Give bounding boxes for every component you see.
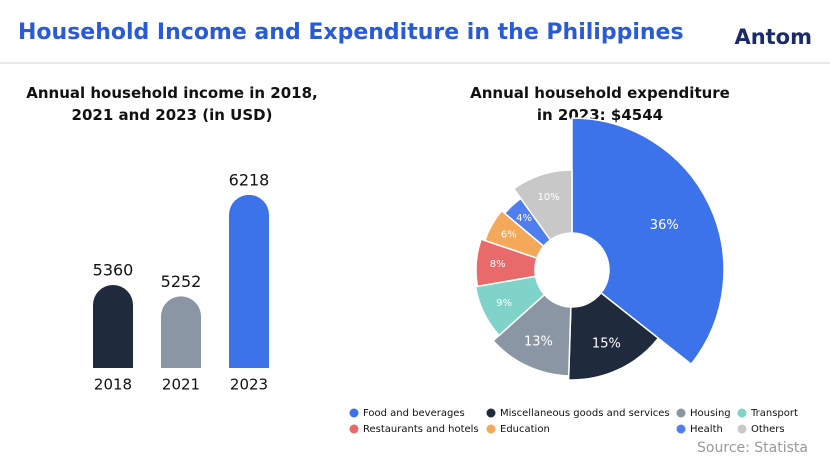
- pie-segment: [567, 291, 660, 381]
- legend-label: Others: [751, 424, 785, 435]
- legend-marker: [676, 408, 686, 418]
- legend-label: Housing: [690, 408, 731, 419]
- source: Source: Statista: [697, 440, 808, 456]
- x-tick-label: 2018: [94, 376, 132, 394]
- brand-logo: Antom: [734, 25, 812, 49]
- value-label: 15%: [592, 336, 621, 351]
- legend-label: Miscellaneous goods and services: [500, 408, 670, 419]
- legend-marker: [486, 408, 496, 418]
- pie-segment: [571, 117, 725, 366]
- chart-title: Annual household expenditure in 2023: $45…: [470, 84, 730, 124]
- legend-marker: [486, 424, 496, 434]
- value-label: 6218: [229, 170, 270, 189]
- value-label: 4%: [516, 213, 532, 224]
- legend-label: Food and beverages: [363, 408, 465, 419]
- legend-label: Restaurants and hotels: [363, 424, 479, 435]
- legend-marker: [676, 424, 686, 434]
- bar: [229, 194, 269, 368]
- value-label: 9%: [496, 298, 512, 309]
- value-label: 8%: [490, 259, 506, 270]
- value-label: 13%: [524, 335, 553, 350]
- bar: [93, 285, 133, 368]
- value-label: 5252: [161, 272, 202, 291]
- value-label: 5360: [93, 261, 134, 280]
- pie-segment: [512, 169, 573, 241]
- value-label: 10%: [537, 192, 559, 203]
- page-title: Household Income and Expenditure in the …: [18, 20, 684, 45]
- x-tick-label: 2021: [162, 376, 200, 394]
- legend-label: Education: [500, 424, 550, 435]
- bar: [161, 296, 201, 368]
- legend-label: Transport: [750, 408, 798, 419]
- legend-marker: [349, 408, 359, 418]
- chart-title: Annual household income in 2018, 2021 and…: [26, 84, 318, 124]
- pie-segment: [492, 293, 572, 377]
- pie-segment: [475, 238, 538, 288]
- value-label: 36%: [650, 218, 679, 233]
- legend-marker: [349, 424, 359, 434]
- legend-marker: [737, 408, 747, 418]
- x-tick-label: 2023: [230, 376, 268, 394]
- pie-segment: [474, 275, 546, 337]
- value-label: 6%: [501, 229, 517, 240]
- legend-marker: [737, 424, 747, 434]
- legend-label: Health: [690, 424, 723, 435]
